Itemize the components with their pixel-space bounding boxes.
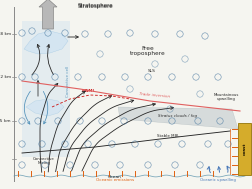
Polygon shape (26, 99, 64, 116)
Text: Convective cell: Convective cell (66, 65, 70, 97)
Text: Mountainous
upwelling: Mountainous upwelling (212, 93, 238, 101)
Text: Trade inversion: Trade inversion (139, 92, 170, 99)
Text: Oceanic upwelling: Oceanic upwelling (199, 178, 235, 182)
Text: Ocean: Ocean (108, 175, 121, 179)
Text: Stable MBL: Stable MBL (156, 134, 178, 138)
Polygon shape (22, 21, 70, 157)
Polygon shape (117, 107, 237, 129)
Text: coast: coast (241, 143, 245, 155)
FancyArrow shape (39, 0, 57, 29)
Text: -5 km: -5 km (0, 119, 11, 123)
FancyBboxPatch shape (237, 123, 250, 175)
Text: Stratosphere: Stratosphere (77, 3, 112, 8)
Polygon shape (24, 31, 68, 54)
Text: Convective
Mixing: Convective Mixing (33, 157, 55, 165)
Text: -12 km: -12 km (0, 75, 11, 79)
Text: SLS: SLS (147, 69, 155, 73)
Text: Oceanic emissions: Oceanic emissions (96, 178, 134, 182)
Text: MAMI: MAMI (81, 89, 94, 93)
Text: Stratosphere: Stratosphere (77, 4, 112, 9)
Text: Free
troposphere: Free troposphere (130, 46, 165, 56)
Text: Stratus clouds / fog: Stratus clouds / fog (158, 114, 197, 118)
Text: -18 km: -18 km (0, 32, 11, 36)
